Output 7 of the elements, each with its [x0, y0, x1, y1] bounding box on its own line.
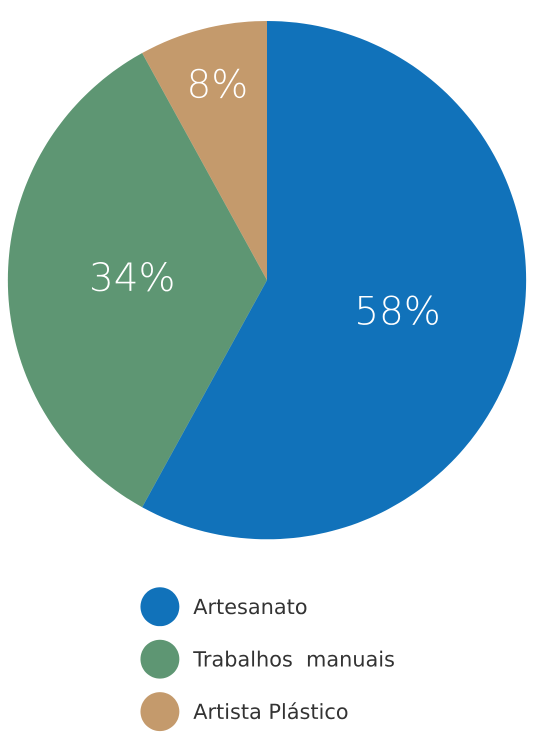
data-label: 8% — [190, 68, 246, 98]
legend-label: Trabalhos manuais — [193, 650, 394, 667]
data-label: 34% — [92, 262, 173, 292]
data-label: 58% — [358, 295, 438, 325]
legend-label: Artesanato — [193, 598, 306, 614]
legend-label: Artista Plástico — [193, 702, 348, 720]
pie-slice — [8, 53, 267, 508]
